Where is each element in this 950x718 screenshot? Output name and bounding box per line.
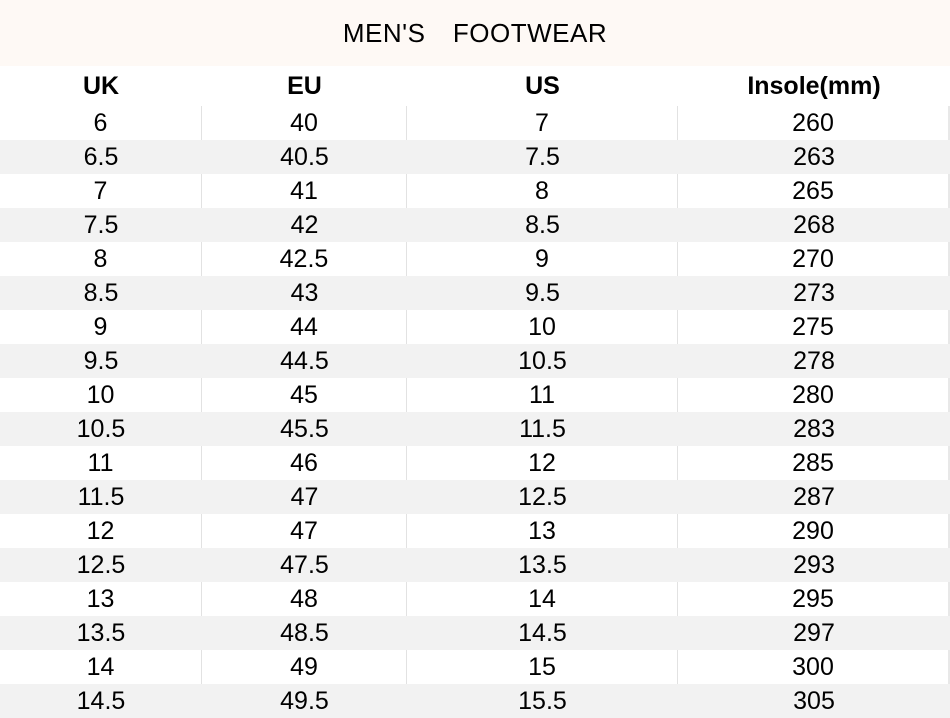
- cell-us: 9: [407, 242, 678, 276]
- cell-uk: 13.5: [76, 618, 126, 647]
- table-row: 6.5 40.5 7.5 263: [0, 140, 950, 174]
- cell-us: 7.5: [525, 142, 560, 171]
- cell-uk: 7.5: [83, 210, 119, 239]
- cell-insole: 305: [793, 686, 835, 715]
- cell-uk: 11: [0, 446, 202, 480]
- cell-insole: 295: [678, 582, 950, 616]
- cell-eu: 42: [290, 210, 319, 239]
- cell-us: 15: [407, 650, 678, 684]
- cell-insole: 270: [678, 242, 950, 276]
- cell-insole: 265: [678, 174, 950, 208]
- cell-eu: 44: [202, 310, 407, 344]
- table-row: 8.5 43 9.5 273: [0, 276, 950, 310]
- cell-uk: 7: [0, 174, 202, 208]
- cell-us: 12: [407, 446, 678, 480]
- cell-uk: 6: [0, 106, 202, 140]
- cell-us: 12.5: [518, 482, 567, 511]
- table-row: 8 42.5 9 270: [0, 242, 950, 276]
- table-row: 7 41 8 265: [0, 174, 950, 208]
- table-row: 12 47 13 290: [0, 514, 950, 548]
- size-table: UK EU US Insole(mm) 6 40 7 260 6.5 40.5 7.5 263…: [0, 66, 950, 718]
- cell-uk: 10: [0, 378, 202, 412]
- cell-insole: 273: [793, 278, 835, 307]
- cell-insole: 275: [678, 310, 950, 344]
- header-uk: UK: [82, 71, 120, 100]
- cell-uk: 10.5: [76, 414, 126, 443]
- table-row: 14 49 15 300: [0, 650, 950, 684]
- cell-insole: 297: [793, 618, 835, 647]
- cell-insole: 263: [793, 142, 835, 171]
- cell-us: 7: [407, 106, 678, 140]
- cell-insole: 287: [793, 482, 835, 511]
- cell-insole: 283: [793, 414, 835, 443]
- cell-eu: 49: [202, 650, 407, 684]
- cell-uk: 11.5: [77, 482, 125, 511]
- cell-eu: 40: [202, 106, 407, 140]
- cell-insole: 260: [678, 106, 950, 140]
- cell-uk: 12.5: [76, 550, 126, 579]
- cell-insole: 280: [678, 378, 950, 412]
- cell-eu: 47.5: [280, 550, 329, 579]
- cell-us: 11.5: [519, 414, 566, 443]
- cell-us: 8: [407, 174, 678, 208]
- table-row: 9.5 44.5 10.5 278: [0, 344, 950, 378]
- cell-eu: 47: [290, 482, 319, 511]
- cell-insole: 293: [793, 550, 835, 579]
- cell-eu: 49.5: [280, 686, 329, 715]
- cell-uk: 6.5: [83, 142, 119, 171]
- table-row: 13.5 48.5 14.5 297: [0, 616, 950, 650]
- cell-insole: 268: [793, 210, 835, 239]
- cell-us: 14.5: [518, 618, 567, 647]
- cell-eu: 46: [202, 446, 407, 480]
- table-row: 10 45 11 280: [0, 378, 950, 412]
- table-row: 14.5 49.5 15.5 305: [0, 684, 950, 718]
- table-row: 10.5 45.5 11.5 283: [0, 412, 950, 446]
- cell-uk: 8.5: [83, 278, 119, 307]
- cell-insole: 300: [678, 650, 950, 684]
- table-header: UK EU US Insole(mm): [0, 66, 950, 106]
- cell-uk: 12: [0, 514, 202, 548]
- cell-us: 10: [407, 310, 678, 344]
- table-row: 7.5 42 8.5 268: [0, 208, 950, 242]
- cell-eu: 40.5: [280, 142, 329, 171]
- table-row: 12.5 47.5 13.5 293: [0, 548, 950, 582]
- cell-eu: 48.5: [280, 618, 329, 647]
- cell-insole: 285: [678, 446, 950, 480]
- table-row: 11 46 12 285: [0, 446, 950, 480]
- cell-us: 14: [407, 582, 678, 616]
- cell-insole: 290: [678, 514, 950, 548]
- cell-us: 8.5: [525, 210, 560, 239]
- cell-eu: 43: [290, 278, 319, 307]
- cell-uk: 9: [0, 310, 202, 344]
- cell-uk: 8: [0, 242, 202, 276]
- page-title: MEN'S FOOTWEAR: [0, 0, 950, 66]
- cell-eu: 45.5: [280, 414, 329, 443]
- table-row: 13 48 14 295: [0, 582, 950, 616]
- cell-eu: 48: [202, 582, 407, 616]
- cell-us: 11: [407, 378, 678, 412]
- cell-us: 15.5: [518, 686, 567, 715]
- header-eu: EU: [287, 71, 322, 100]
- cell-uk: 14: [0, 650, 202, 684]
- cell-eu: 47: [202, 514, 407, 548]
- cell-eu: 44.5: [280, 346, 329, 375]
- header-us: US: [525, 71, 560, 100]
- cell-uk: 14.5: [76, 686, 126, 715]
- cell-uk: 13: [0, 582, 202, 616]
- table-row: 9 44 10 275: [0, 310, 950, 344]
- table-row: 11.5 47 12.5 287: [0, 480, 950, 514]
- cell-eu: 42.5: [202, 242, 407, 276]
- cell-us: 9.5: [525, 278, 560, 307]
- cell-us: 13.5: [518, 550, 567, 579]
- cell-uk: 9.5: [83, 346, 119, 375]
- cell-eu: 41: [202, 174, 407, 208]
- table-row: 6 40 7 260: [0, 106, 950, 140]
- cell-eu: 45: [202, 378, 407, 412]
- cell-us: 13: [407, 514, 678, 548]
- table-body: 6 40 7 260 6.5 40.5 7.5 263 7 41 8 265 7.5 42 8.5 268 8 4…: [0, 106, 950, 718]
- cell-insole: 278: [793, 346, 835, 375]
- cell-us: 10.5: [518, 346, 567, 375]
- header-insole: Insole(mm): [747, 71, 881, 100]
